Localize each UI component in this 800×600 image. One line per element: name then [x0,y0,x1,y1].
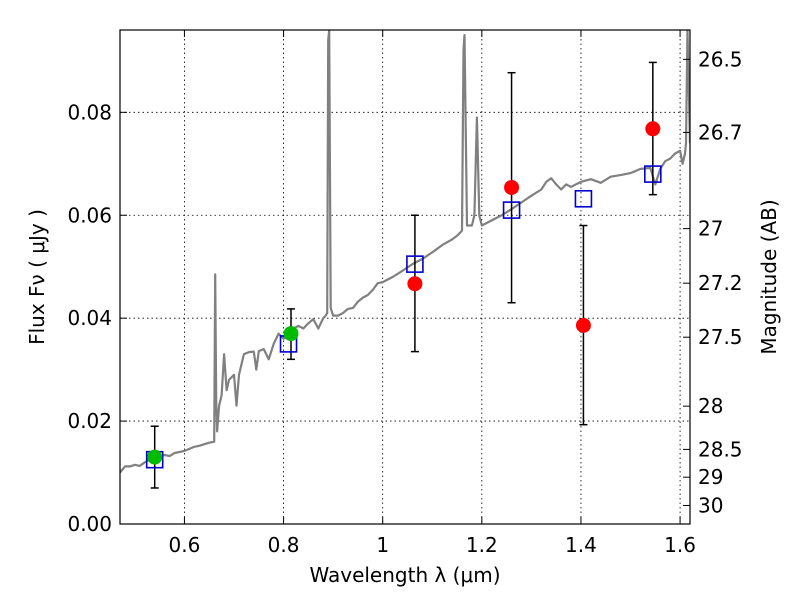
observed-flux-point [147,449,163,465]
plot-frame [119,29,691,525]
y-tick-label: 0.04 [67,306,112,330]
right-tick-label: 27 [698,217,723,241]
x-tick-label: 1.4 [565,533,597,557]
model-photometry-square [502,201,521,219]
right-tick-label: 27.5 [698,325,743,349]
right-tick-label: 26.7 [698,120,743,144]
model-spectrum-line [120,30,690,474]
model-photometry-square [574,189,593,208]
x-tick-label: 1.6 [664,533,696,557]
error-bar-layer [150,61,657,489]
x-tick-label: 0.8 [268,533,300,557]
observed-flux-point [407,276,423,292]
y-tick-label: 0.06 [67,203,112,227]
x-tick-label: 1 [376,533,389,557]
right-axis-title: Magnitude (AB) [757,199,781,354]
x-axis-title: Wavelength λ (μm) [309,563,500,587]
observed-flux-point [645,121,661,137]
right-tick-label: 29 [698,465,723,489]
series-layer [120,30,690,474]
y-axis-title: Flux Fν ( μJy ) [25,209,49,345]
model-photometry-square [644,165,662,183]
x-tick-label: 0.6 [169,533,201,557]
right-tick-label: 28.5 [698,437,743,461]
marker-layer [145,121,662,469]
tick-layer: 0.6 0.8 1 1.2 1.4 1.6 0.00 0.02 0.04 0.06 0.08 26.5… [67,30,743,557]
observed-flux-point [575,317,591,333]
y-tick-label: 0.02 [67,409,112,433]
model-photometry-square [406,255,424,273]
y-tick-label: 0.08 [67,100,112,124]
right-tick-label: 30 [698,493,723,517]
grid-lines [120,30,690,524]
plot-area [120,30,690,489]
right-tick-label: 26.5 [698,47,743,71]
y-tick-label: 0.00 [67,512,112,536]
observed-flux-point [504,179,520,195]
x-tick-label: 1.2 [466,533,498,557]
right-tick-label: 28 [698,394,723,418]
observed-flux-point [283,326,299,342]
right-tick-label: 27.2 [698,271,743,295]
